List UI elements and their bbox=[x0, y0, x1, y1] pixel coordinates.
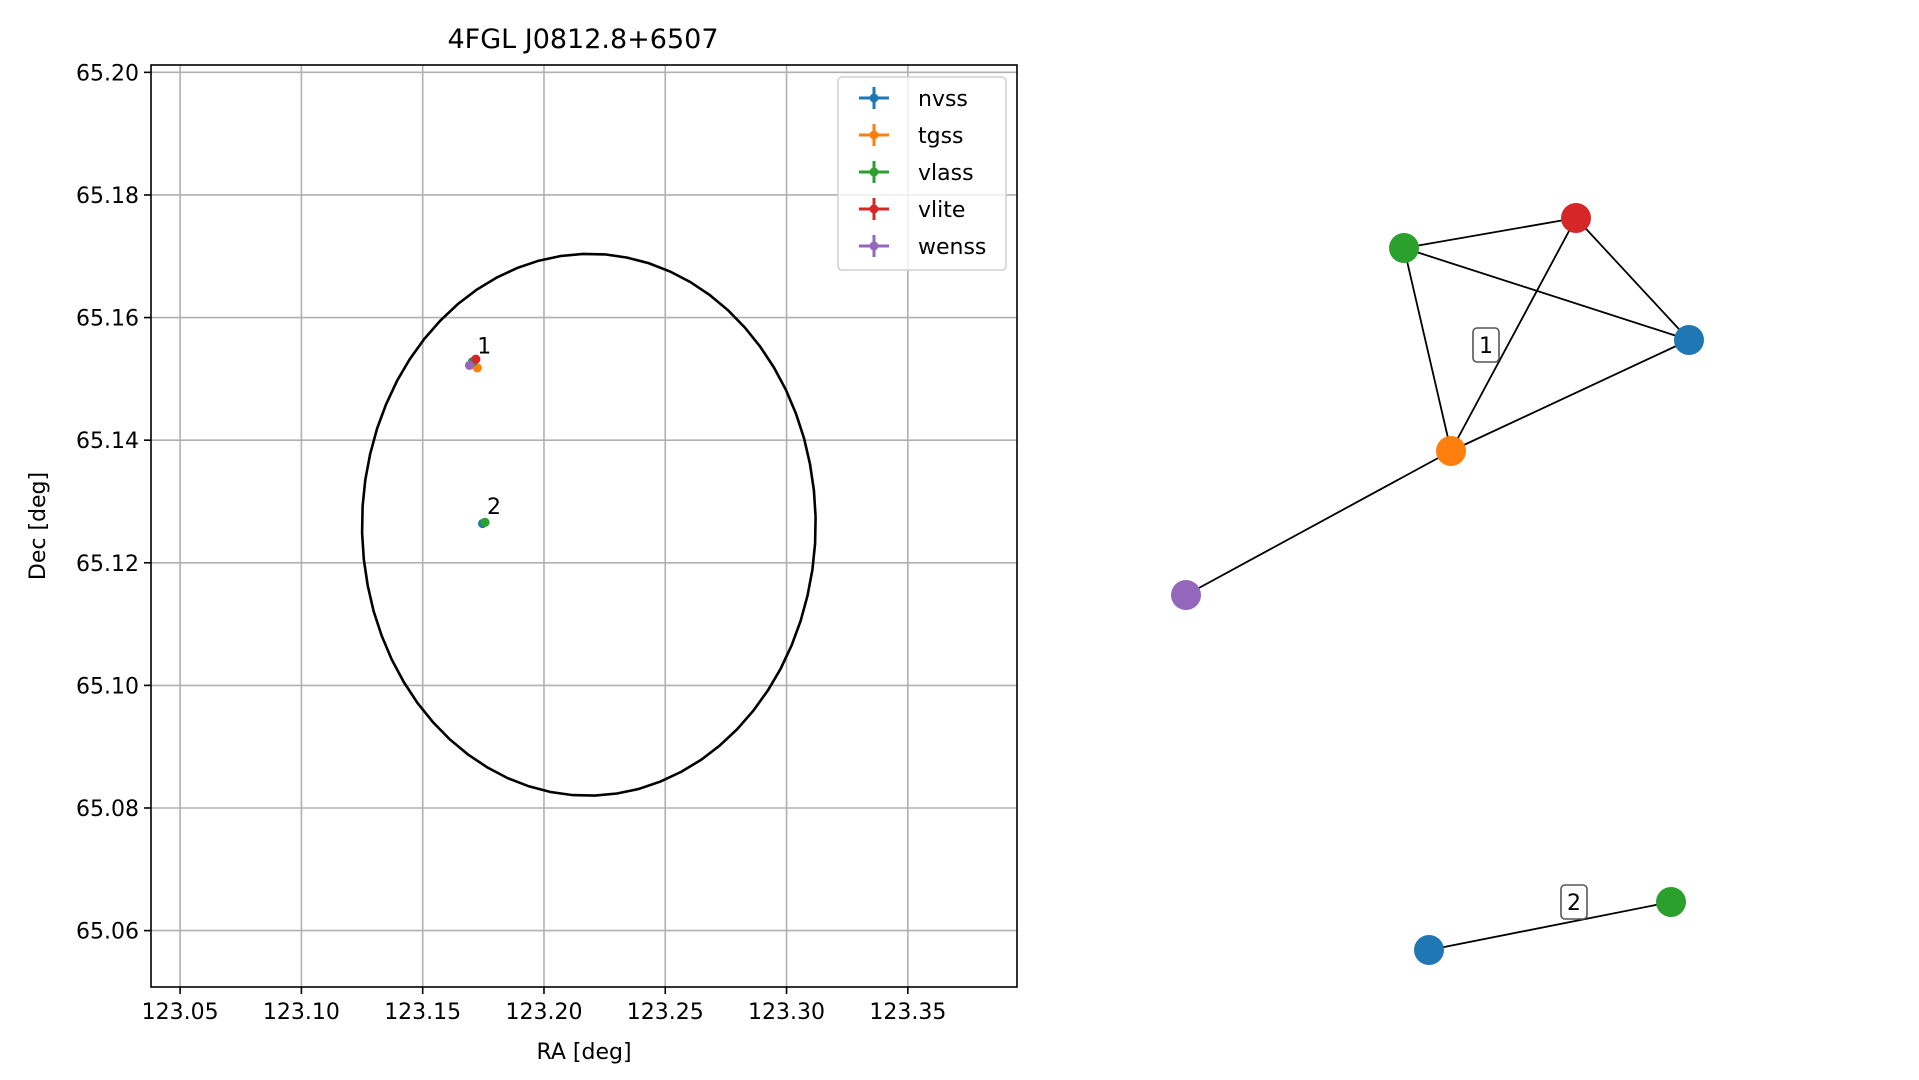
source-points bbox=[464, 354, 490, 529]
ellipse-outline bbox=[360, 252, 817, 797]
legend: nvss tgss vlass vlite wenss bbox=[837, 76, 1007, 271]
legend-items: nvss tgss vlass vlite wenss bbox=[859, 87, 986, 260]
network-node-vlite bbox=[1561, 203, 1591, 233]
network-node-wenss bbox=[1171, 580, 1201, 610]
network-edge bbox=[1575, 217, 1690, 341]
y-tick-label: 65.16 bbox=[76, 307, 139, 332]
network-node-nvss bbox=[1674, 325, 1704, 355]
y-tick-label: 65.20 bbox=[76, 61, 139, 86]
x-tick-label: 123.05 bbox=[142, 1000, 219, 1025]
network-edge bbox=[1450, 339, 1690, 452]
data-point-vlass bbox=[480, 517, 490, 527]
y-tick-label: 65.06 bbox=[76, 920, 139, 945]
localization-ellipse bbox=[360, 252, 817, 797]
point-annotation: 1 bbox=[477, 334, 491, 359]
x-tick-label: 123.20 bbox=[505, 1000, 582, 1025]
network-edge bbox=[1403, 217, 1577, 249]
network-group-label: 1 bbox=[1479, 334, 1493, 359]
x-tick-label: 123.30 bbox=[748, 1000, 825, 1025]
y-tick-label: 65.10 bbox=[76, 674, 139, 699]
legend-marker-dot bbox=[869, 130, 879, 140]
axis-ticks: 123.05 123.10 123.15 123.20 123.25 123.30 123.… bbox=[76, 61, 946, 1025]
match-network: 12 bbox=[1171, 203, 1704, 965]
network-node-vlass bbox=[1656, 887, 1686, 917]
network-node-tgss bbox=[1436, 436, 1466, 466]
legend-marker-dot bbox=[869, 167, 879, 177]
legend-label-wenss: wenss bbox=[918, 235, 986, 260]
network-group-label: 2 bbox=[1567, 891, 1581, 916]
legend-marker-dot bbox=[869, 241, 879, 251]
network-group: 2 bbox=[1414, 884, 1686, 965]
x-tick-label: 123.15 bbox=[384, 1000, 461, 1025]
x-tick-label: 123.10 bbox=[263, 1000, 340, 1025]
legend-label-tgss: tgss bbox=[918, 124, 964, 149]
data-point-vlite bbox=[471, 354, 481, 364]
network-node-nvss bbox=[1414, 935, 1444, 965]
legend-marker-dot bbox=[869, 204, 879, 214]
group-annotations: 12 bbox=[477, 334, 501, 520]
x-tick-label: 123.25 bbox=[627, 1000, 704, 1025]
y-tick-label: 65.12 bbox=[76, 552, 139, 577]
data-point-wenss bbox=[464, 360, 475, 370]
legend-box bbox=[837, 76, 1007, 271]
network-edge bbox=[1403, 247, 1452, 452]
y-tick-label: 65.08 bbox=[76, 797, 139, 822]
network-group-label-box bbox=[1472, 327, 1500, 363]
grid bbox=[151, 65, 1017, 987]
plot-frame bbox=[150, 64, 1018, 988]
chart-title: 4FGL J0812.8+6507 bbox=[447, 24, 718, 55]
y-tick-label: 65.18 bbox=[76, 184, 139, 209]
network-group: 1 bbox=[1171, 203, 1704, 610]
x-tick-label: 123.35 bbox=[869, 1000, 946, 1025]
y-tick-label: 65.14 bbox=[76, 429, 139, 454]
network-edge bbox=[1403, 247, 1690, 341]
network-edge bbox=[1450, 217, 1577, 452]
sky-plot: 4FGL J0812.8+6507 12 123.05 123.10 123.15 1… bbox=[26, 24, 1018, 1065]
legend-label-vlass: vlass bbox=[918, 161, 974, 186]
network-group-label-box bbox=[1560, 884, 1588, 920]
y-axis-label: Dec [deg] bbox=[26, 472, 51, 580]
point-annotation: 2 bbox=[487, 495, 501, 520]
x-axis-label: RA [deg] bbox=[536, 1040, 631, 1065]
legend-label-nvss: nvss bbox=[918, 87, 968, 112]
network-edge bbox=[1185, 450, 1452, 596]
legend-label-vlite: vlite bbox=[918, 198, 965, 223]
network-node-vlass bbox=[1389, 233, 1419, 263]
network-edge bbox=[1428, 901, 1672, 951]
legend-marker-dot bbox=[869, 93, 879, 103]
